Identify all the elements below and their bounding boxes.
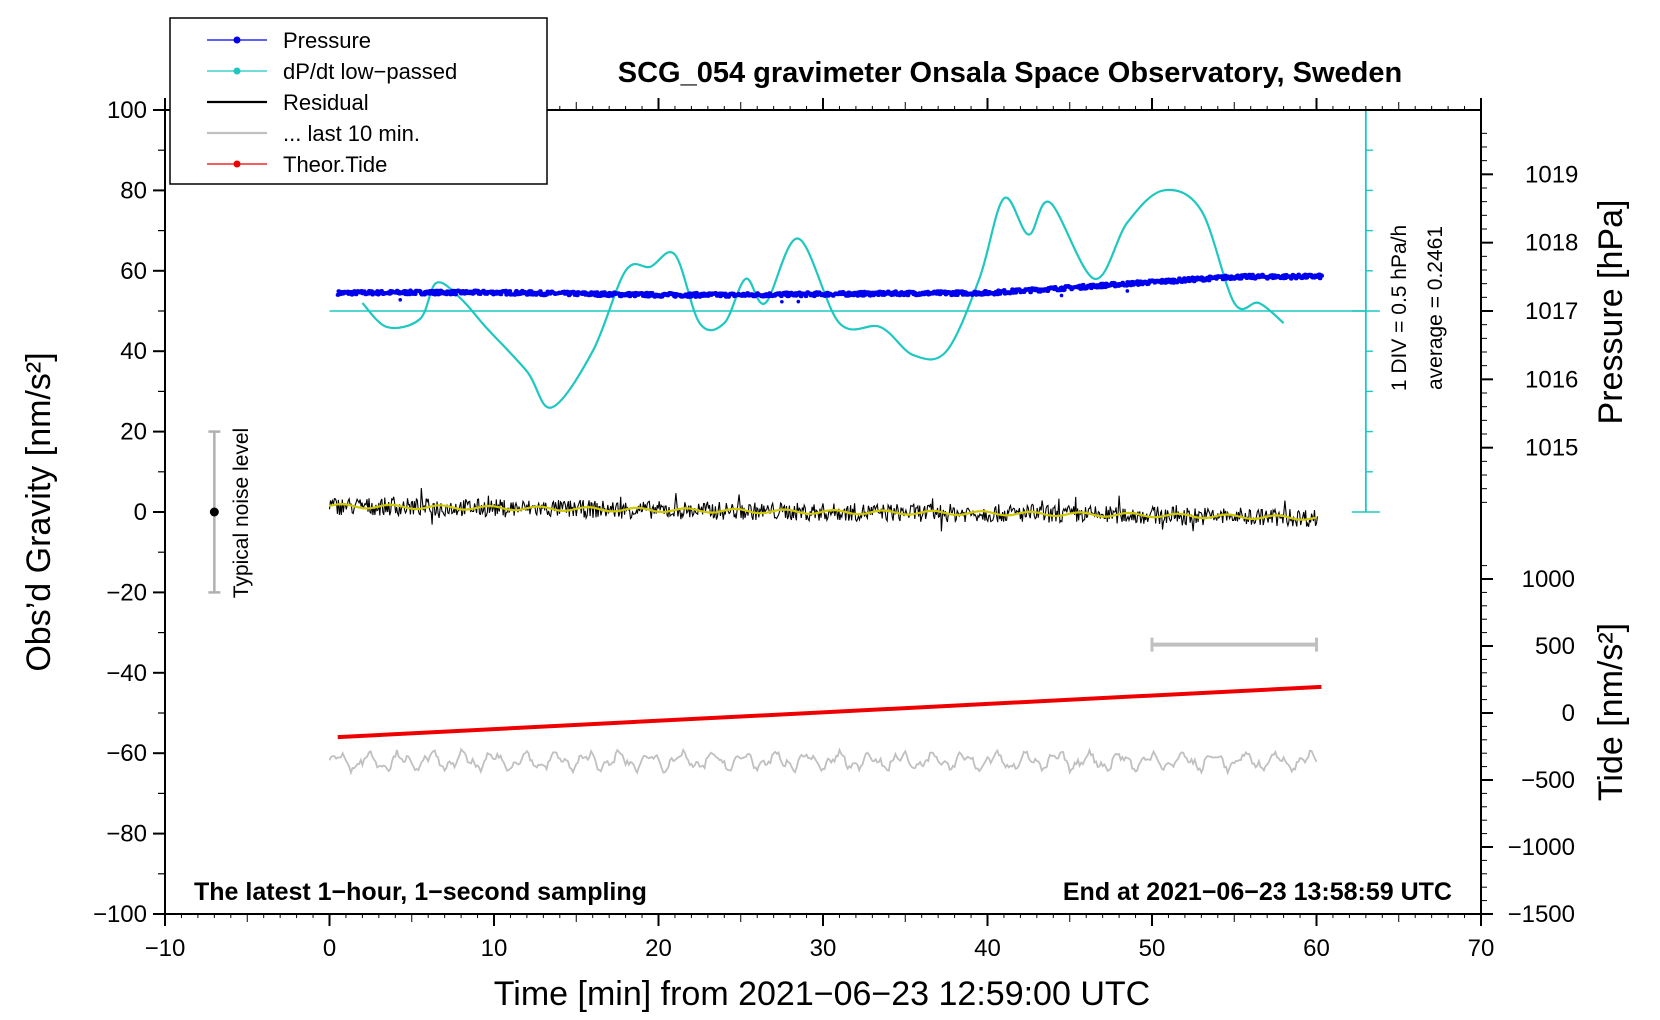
pressure-outlier-dot — [796, 299, 801, 304]
dpdt-average-label: average = 0.2461 — [1424, 226, 1447, 390]
tide-tick-label: −500 — [1521, 767, 1575, 794]
legend-item: ... last 10 min. — [207, 121, 420, 146]
series-residual-line — [328, 487, 1319, 532]
y-tick-label: −20 — [106, 579, 147, 606]
pressure-outlier-dot — [1059, 293, 1064, 298]
y-tick-label: 100 — [107, 97, 147, 124]
y-tick-label: 0 — [134, 499, 147, 526]
tide-tick-label: −1500 — [1508, 901, 1575, 928]
pressure-outlier-dot — [1125, 289, 1130, 293]
note-left: The latest 1−hour, 1−second sampling — [194, 878, 647, 906]
y-axis-title-left: Obs’d Gravity [nm/s²] — [20, 352, 58, 671]
series-layer — [208, 109, 1380, 776]
note-right: End at 2021−06−23 13:58:59 UTC — [1063, 878, 1452, 906]
legend-marker — [233, 160, 241, 168]
legend-label: ... last 10 min. — [283, 121, 420, 146]
series-last-10-min-line — [328, 747, 1318, 776]
dpdt-div-label: 1 DIV = 0.5 hPa/h — [1388, 225, 1411, 391]
pressure-tick-label: 1016 — [1525, 366, 1578, 393]
x-tick-label: 70 — [1468, 935, 1495, 962]
chart-title: SCG_054 gravimeter Onsala Space Observat… — [618, 57, 1402, 89]
series-dpdt-line — [361, 188, 1285, 409]
x-tick-label: −10 — [145, 935, 186, 962]
x-tick-label: 10 — [481, 935, 508, 962]
y-tick-label: −80 — [106, 821, 147, 848]
x-tick-label: 60 — [1303, 935, 1330, 962]
y-tick-label: 80 — [120, 177, 147, 204]
legend-item: Theor.Tide — [207, 152, 387, 177]
pressure-tick-label: 1019 — [1525, 161, 1578, 188]
y-tick-label: 60 — [120, 258, 147, 285]
legend-marker — [233, 36, 241, 44]
legend-label: Residual — [283, 90, 369, 115]
y-tick-label: −60 — [106, 740, 147, 767]
noise-level-center-dot — [209, 507, 219, 517]
y-tick-label: 40 — [120, 338, 147, 365]
y-tick-label: −40 — [106, 660, 147, 687]
tide-tick-label: 1000 — [1522, 566, 1575, 593]
pressure-tick-label: 1015 — [1525, 435, 1578, 462]
x-tick-label: 30 — [810, 935, 837, 962]
legend-items: Pressure dP/dt low−passed Residual ... last… — [207, 28, 457, 177]
legend-marker — [233, 67, 241, 75]
legend-item: Residual — [207, 90, 369, 115]
pressure-outlier-dot — [780, 299, 784, 304]
y-tick-label: 20 — [120, 419, 147, 446]
series-pressure-dots — [335, 272, 1324, 299]
x-tick-label: 40 — [974, 935, 1001, 962]
pressure-tick-label: 1018 — [1525, 230, 1578, 257]
y-axis-title-pressure: Pressure [hPa] — [1592, 200, 1630, 425]
axes-layer: −10 0 10 20 30 40 50 60 70100806040200−20−40−60−… — [93, 97, 1578, 962]
pressure-outlier-dot — [398, 298, 403, 302]
legend-item: Pressure — [207, 28, 371, 53]
x-axis-title: Time [min] from 2021−06−23 12:59:00 UTC — [494, 975, 1150, 1013]
series-residual-smoothed-line — [329, 502, 1317, 521]
legend-item: dP/dt low−passed — [207, 59, 457, 84]
y-tick-label: −100 — [93, 901, 147, 928]
series-theor-tide-line — [337, 684, 1322, 740]
pressure-tick-label: 1017 — [1525, 298, 1578, 325]
legend-label: Theor.Tide — [283, 152, 387, 177]
noise-level-label: Typical noise level — [230, 428, 253, 598]
x-tick-label: 50 — [1139, 935, 1166, 962]
legend-label: Pressure — [283, 28, 371, 53]
legend-label: dP/dt low−passed — [283, 59, 457, 84]
legend: Pressure dP/dt low−passed Residual ... last… — [169, 17, 548, 185]
tide-tick-label: 500 — [1535, 633, 1575, 660]
tide-tick-label: 0 — [1562, 700, 1575, 727]
x-tick-label: 20 — [645, 935, 672, 962]
tide-tick-label: −1000 — [1508, 834, 1575, 861]
y-axis-title-tide: Tide [nm/s²] — [1592, 623, 1630, 801]
x-tick-label: 0 — [323, 935, 336, 962]
